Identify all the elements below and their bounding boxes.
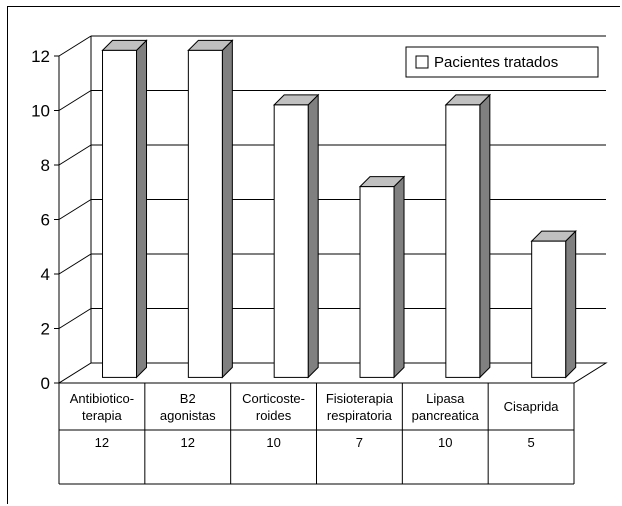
- category-label: respiratoria: [327, 408, 393, 423]
- bar-side: [136, 39, 148, 379]
- chart-frame: [7, 6, 620, 504]
- category-label: Antibiotico-: [70, 391, 134, 406]
- y-tick-label: 4: [41, 265, 50, 284]
- category-label: terapia: [82, 408, 123, 423]
- bar: [359, 186, 395, 378]
- gridline-side: [58, 144, 92, 166]
- bar: [445, 104, 481, 378]
- category-label: Corticoste-: [242, 391, 305, 406]
- bar-side: [565, 229, 577, 379]
- category-label: roides: [256, 408, 292, 423]
- gridline-side: [58, 199, 92, 220]
- y-tick-label: 8: [41, 156, 50, 175]
- bar: [273, 104, 309, 378]
- legend-swatch: [415, 55, 429, 69]
- data-value-label: 12: [95, 435, 109, 450]
- bar-side: [393, 175, 405, 379]
- y-tick-label: 6: [41, 211, 50, 230]
- bar: [187, 49, 223, 378]
- gridline-side: [58, 35, 92, 57]
- category-label: pancreatica: [412, 408, 480, 423]
- gridline-side: [58, 308, 92, 329]
- bar-side: [479, 93, 491, 379]
- y-tick-label: 2: [41, 320, 50, 339]
- bar: [531, 240, 567, 378]
- data-value-label: 10: [438, 435, 452, 450]
- legend-box: [405, 46, 599, 78]
- data-value-label: 5: [527, 435, 534, 450]
- category-label: Cisaprida: [504, 399, 560, 414]
- data-value-label: 12: [181, 435, 195, 450]
- bar: [102, 49, 138, 378]
- category-label: Lipasa: [426, 391, 465, 406]
- gridline-side: [58, 253, 92, 275]
- gridline-side: [58, 90, 92, 111]
- category-label: B2: [180, 391, 196, 406]
- y-tick-label: 12: [31, 47, 50, 66]
- bar-side: [307, 93, 319, 379]
- category-label: Fisioterapia: [326, 391, 394, 406]
- bar-side: [221, 39, 233, 379]
- data-value-label: 7: [356, 435, 363, 450]
- data-value-label: 10: [266, 435, 280, 450]
- category-label: agonistas: [160, 408, 216, 423]
- y-tick-label: 10: [31, 102, 50, 121]
- y-tick-label: 0: [41, 374, 50, 393]
- legend-label: Pacientes tratados: [434, 54, 558, 71]
